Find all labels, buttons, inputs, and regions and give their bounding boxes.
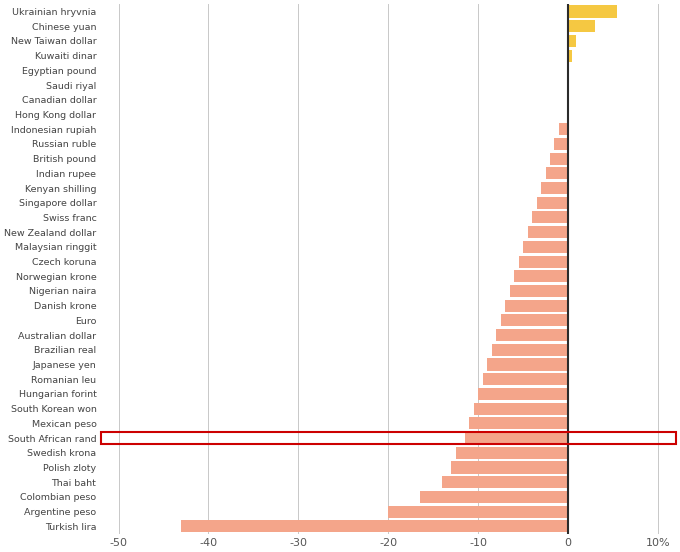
Bar [451, 461, 568, 474]
Bar [505, 300, 568, 312]
Bar [478, 388, 568, 400]
Bar [568, 6, 617, 18]
Bar [559, 123, 568, 135]
Bar [541, 182, 568, 194]
Bar [101, 432, 676, 444]
Bar [500, 315, 568, 326]
Bar [568, 35, 576, 47]
Bar [514, 270, 568, 282]
Bar [519, 256, 568, 268]
Bar [532, 211, 568, 224]
Bar [442, 476, 568, 488]
Bar [545, 167, 568, 179]
Bar [537, 197, 568, 209]
Bar [182, 521, 568, 532]
Bar [554, 138, 568, 150]
Bar [550, 152, 568, 164]
Bar [528, 226, 568, 238]
Bar [523, 241, 568, 253]
Bar [568, 20, 595, 32]
Bar [473, 402, 568, 415]
Bar [487, 358, 568, 370]
Bar [469, 417, 568, 429]
Bar [496, 329, 568, 341]
Bar [464, 432, 568, 444]
Bar [492, 344, 568, 356]
Bar [420, 491, 568, 503]
Bar [509, 285, 568, 297]
Bar [456, 447, 568, 459]
Bar [388, 506, 568, 518]
Bar [568, 50, 572, 62]
Bar [483, 373, 568, 385]
